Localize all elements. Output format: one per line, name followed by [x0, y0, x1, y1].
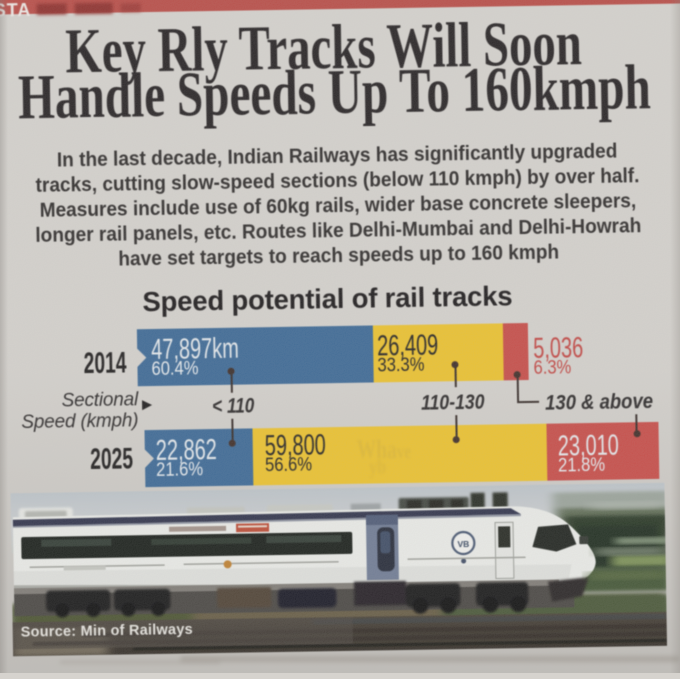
svg-text:VB: VB — [457, 539, 469, 549]
svg-text:Source: Min of Railways: Source: Min of Railways — [21, 622, 193, 641]
